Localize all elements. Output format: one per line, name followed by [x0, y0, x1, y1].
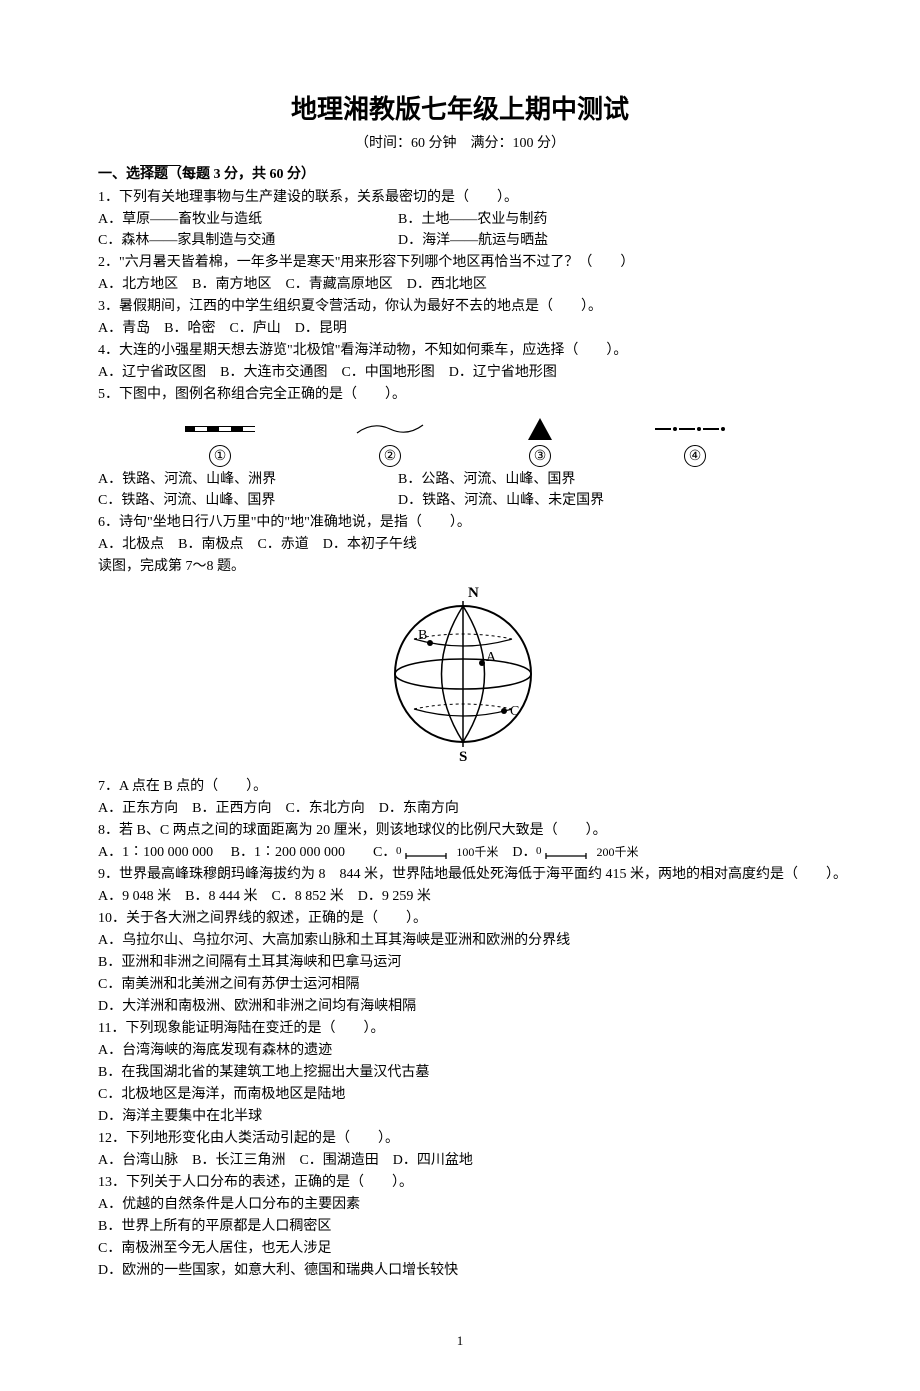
q1-opt-b: B．土地——农业与制药: [370, 209, 547, 230]
legend-item-3: ③: [525, 417, 555, 467]
globe-label-b: B: [418, 628, 427, 643]
q1-stem: 1．下列有关地理事物与生产建设的联系，关系最密切的是（ ）。: [70, 187, 850, 208]
q3-options: A．青岛 B．哈密 C．庐山 D．昆明: [70, 318, 850, 339]
legend-item-2: ②: [355, 417, 425, 467]
underline-decoration: [140, 165, 180, 166]
q5-row1: A．铁路、河流、山峰、洲界 B．公路、河流、山峰、国界: [70, 469, 850, 490]
legend-num-4: ④: [684, 445, 706, 467]
q11-stem: 11．下列现象能证明海陆在变迁的是（ ）。: [70, 1018, 850, 1039]
legend-item-1: ①: [185, 417, 255, 467]
q11-opt-a: A．台湾海峡的海底发现有森林的遗迹: [70, 1040, 850, 1061]
q5-stem: 5．下图中，图例名称组合完全正确的是（ ）。: [70, 384, 850, 405]
q8-stem: 8．若 B、C 两点之间的球面距离为 20 厘米，则该地球仪的比例尺大致是（ ）…: [70, 820, 850, 841]
q4-stem: 4．大连的小强星期天想去游览"北极馆"看海洋动物，不知如何乘车，应选择（ ）。: [70, 340, 850, 361]
q1-opt-c: C．森林——家具制造与交通: [70, 230, 370, 251]
river-icon: [355, 417, 425, 441]
page-number: 1: [70, 1331, 850, 1351]
border-icon: [655, 417, 735, 441]
q5-opt-b: B．公路、河流、山峰、国界: [370, 469, 575, 490]
q7-8-intro: 读图，完成第 7～8 题。: [70, 556, 850, 577]
q2-options: A．北方地区 B．南方地区 C．青藏高原地区 D．西北地区: [70, 274, 850, 295]
q8-opt-c-label: 100千米: [456, 845, 498, 859]
q10-opt-c: C．南美洲和北美洲之间有苏伊士运河相隔: [70, 974, 850, 995]
q11-opt-b: B．在我国湖北省的某建筑工地上挖掘出大量汉代古墓: [70, 1062, 850, 1083]
q5-opt-d: D．铁路、河流、山峰、未定国界: [370, 490, 604, 511]
globe-label-c: C: [510, 704, 519, 719]
globe-label-n: N: [468, 585, 479, 601]
q8-opt-d-label: 200千米: [596, 845, 638, 859]
q10-opt-b: B．亚洲和非洲之间隔有土耳其海峡和巴拿马运河: [70, 952, 850, 973]
globe-figure: N S B A C: [70, 583, 850, 770]
q5-opt-c: C．铁路、河流、山峰、国界: [70, 490, 370, 511]
q8-opt-b: B．1∶200 000 000: [231, 845, 345, 860]
q9-options: A．9 048 米 B．8 444 米 C．8 852 米 D．9 259 米: [70, 886, 850, 907]
page-title: 地理湘教版七年级上期中测试: [70, 90, 850, 129]
legend-figure: ① ② ③: [70, 417, 850, 467]
q6-options: A．北极点 B．南极点 C．赤道 D．本初子午线: [70, 534, 850, 555]
peak-icon: [525, 417, 555, 441]
q11-opt-c: C．北极地区是海洋，而南极地区是陆地: [70, 1084, 850, 1105]
q8-opt-a: A．1∶100 000 000: [98, 845, 213, 860]
globe-icon: N S B A C: [370, 583, 550, 763]
q13-stem: 13．下列关于人口分布的表述，正确的是（ ）。: [70, 1172, 850, 1193]
q12-options: A．台湾山脉 B．长江三角洲 C．围湖造田 D．四川盆地: [70, 1150, 850, 1171]
q13-opt-d: D．欧洲的一些国家，如意大利、德国和瑞典人口增长较快: [70, 1260, 850, 1281]
q4-options: A．辽宁省政区图 B．大连市交通图 C．中国地形图 D．辽宁省地形图: [70, 362, 850, 383]
scale-bar-d-icon: 0: [536, 844, 596, 862]
q11-opt-d: D．海洋主要集中在北半球: [70, 1106, 850, 1127]
q9-stem: 9．世界最高峰珠穆朗玛峰海拔约为 8 844 米，世界陆地最低处死海低于海平面约…: [70, 864, 850, 885]
q13-opt-b: B．世界上所有的平原都是人口稠密区: [70, 1216, 850, 1237]
page-container: 地理湘教版七年级上期中测试 （时间：60 分钟 满分：100 分） 一、选择题（…: [70, 90, 850, 1351]
q5-row2: C．铁路、河流、山峰、国界 D．铁路、河流、山峰、未定国界: [70, 490, 850, 511]
q1-opt-d: D．海洋——航运与晒盐: [370, 230, 548, 251]
q7-stem: 7．A 点在 B 点的（ ）。: [70, 776, 850, 797]
legend-item-4: ④: [655, 417, 735, 467]
q10-opt-a: A．乌拉尔山、乌拉尔河、大高加索山脉和土耳其海峡是亚洲和欧洲的分界线: [70, 930, 850, 951]
globe-label-a: A: [486, 650, 497, 665]
q12-stem: 12．下列地形变化由人类活动引起的是（ ）。: [70, 1128, 850, 1149]
q13-opt-a: A．优越的自然条件是人口分布的主要因素: [70, 1194, 850, 1215]
section-1-header: 一、选择题（每题 3 分，共 60 分）: [70, 164, 850, 185]
scale-bar-c-icon: 0: [396, 844, 456, 862]
legend-num-1: ①: [209, 445, 231, 467]
q10-opt-d: D．大洋洲和南极洲、欧洲和非洲之间均有海峡相隔: [70, 996, 850, 1017]
q1-row1: A．草原——畜牧业与造纸 B．土地——农业与制药: [70, 209, 850, 230]
q3-stem: 3．暑假期间，江西的中学生组织夏令营活动，你认为最好不去的地点是（ ）。: [70, 296, 850, 317]
q8-options: A．1∶100 000 000 B．1∶200 000 000 C． 0 100…: [70, 842, 850, 863]
q13-opt-c: C．南极洲至今无人居住，也无人涉足: [70, 1238, 850, 1259]
page-subtitle: （时间：60 分钟 满分：100 分）: [70, 133, 850, 154]
legend-num-3: ③: [529, 445, 551, 467]
q1-row2: C．森林——家具制造与交通 D．海洋——航运与晒盐: [70, 230, 850, 251]
svg-text:0: 0: [536, 845, 542, 857]
globe-label-s: S: [459, 749, 467, 763]
legend-num-2: ②: [379, 445, 401, 467]
railway-icon: [185, 417, 255, 441]
svg-text:0: 0: [396, 845, 402, 857]
q5-opt-a: A．铁路、河流、山峰、洲界: [70, 469, 370, 490]
q6-stem: 6．诗句"坐地日行八万里"中的"地"准确地说，是指（ ）。: [70, 512, 850, 533]
q2-stem: 2．"六月暑天皆着棉，一年多半是寒天"用来形容下列哪个地区再恰当不过了？（ ）: [70, 252, 850, 273]
q7-options: A．正东方向 B．正西方向 C．东北方向 D．东南方向: [70, 798, 850, 819]
q1-opt-a: A．草原——畜牧业与造纸: [70, 209, 370, 230]
q10-stem: 10．关于各大洲之间界线的叙述，正确的是（ ）。: [70, 908, 850, 929]
